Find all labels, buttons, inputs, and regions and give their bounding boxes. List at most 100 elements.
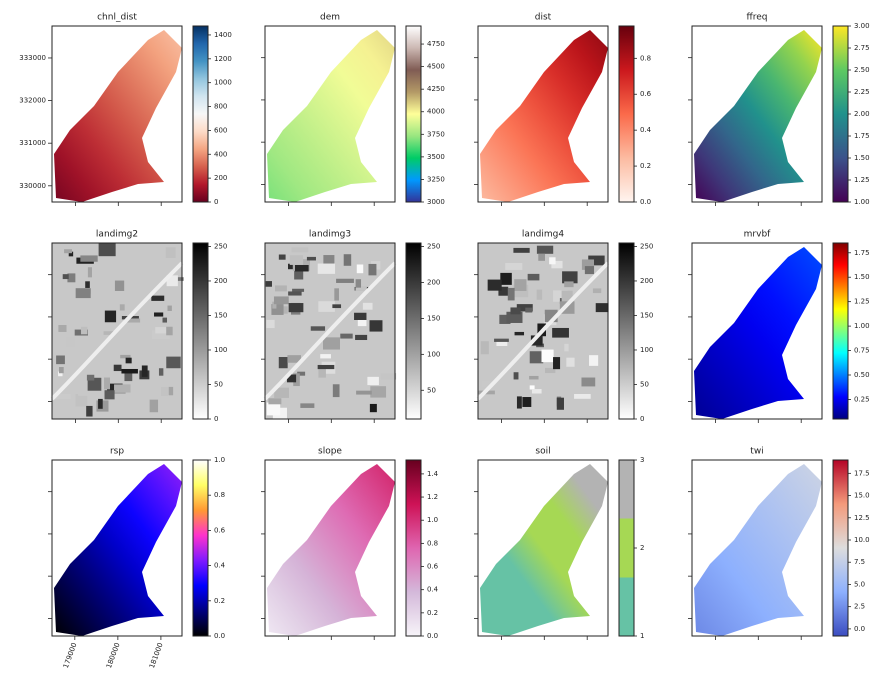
raster-patch	[544, 367, 556, 374]
colorbar-tick-label: 3	[640, 456, 644, 464]
raster-patch	[529, 375, 539, 380]
raster-patch	[481, 380, 493, 388]
raster-patch	[538, 253, 545, 261]
raster-patch	[65, 336, 75, 348]
colorbar-tick-label: 100	[214, 346, 227, 354]
colorbar-tick-label: 250	[427, 243, 440, 251]
colorbar-tick-label: 0	[214, 198, 218, 206]
colorbar-tick-label: 4750	[427, 40, 445, 48]
raster-patch	[75, 288, 91, 299]
raster-patch	[268, 398, 282, 405]
colorbar	[405, 25, 422, 203]
raster-patch	[513, 247, 530, 253]
raster-patch	[561, 290, 573, 303]
raster-patch	[556, 397, 564, 410]
colorbar	[832, 459, 849, 637]
colorbar-tick-label: 10.0	[854, 536, 870, 544]
raster-patch	[152, 330, 170, 339]
raster-patch	[278, 357, 288, 369]
raster-patch	[584, 266, 595, 275]
colorbar-tick-label: 100	[427, 350, 440, 358]
raster-patch	[589, 355, 599, 366]
raster	[694, 30, 822, 202]
colorbar-tick-label: 1.0	[214, 456, 225, 464]
raster-patch	[496, 339, 508, 347]
colorbar-tick-label: 2	[640, 544, 644, 552]
raster-patch	[549, 257, 556, 265]
colorbar-tick-label: 0.6	[214, 526, 226, 534]
raster-patch	[113, 364, 122, 372]
y-tick-label: 332000	[19, 97, 46, 105]
raster-patch	[380, 373, 397, 380]
raster-patch	[297, 371, 306, 376]
raster-patch	[154, 312, 164, 317]
raster	[54, 30, 182, 202]
colorbar-tick-label: 2.75	[854, 44, 870, 52]
raster-patch	[271, 304, 284, 315]
panel-frame	[51, 25, 183, 203]
colorbar	[192, 459, 209, 637]
panel-frame	[264, 242, 396, 420]
colorbar-tick-label: 1200	[214, 55, 232, 63]
panel-title: landimg4	[522, 230, 564, 240]
panel-title: landimg3	[309, 230, 351, 240]
raster-patch	[552, 327, 569, 338]
raster-patch	[595, 303, 609, 313]
raster-patch	[536, 289, 543, 300]
colorbar-tick-label: 0.4	[427, 586, 439, 594]
raster-patch	[114, 280, 125, 291]
raster-patch	[104, 310, 117, 323]
colorbar-tick-label: 4000	[427, 108, 445, 116]
colorbar-tick-label: 50	[640, 380, 649, 388]
raster-patch	[278, 254, 286, 260]
panel-frame	[264, 25, 396, 203]
colorbar-tick-label: 50	[214, 380, 223, 388]
raster-patch	[121, 368, 138, 374]
raster-patch	[52, 393, 71, 400]
panel-title: slope	[318, 447, 342, 457]
panel-title: chnl_dist	[97, 13, 137, 23]
colorbar	[618, 459, 635, 637]
panel-frame	[691, 242, 823, 420]
raster-patch	[340, 333, 353, 339]
raster-patch	[322, 337, 340, 350]
colorbar-tick-label: 0.0	[214, 632, 225, 640]
raster-patch	[513, 372, 519, 380]
raster-patch	[581, 259, 595, 270]
raster-patch	[114, 384, 131, 393]
colorbar-tick-label: 0.25	[854, 395, 870, 403]
raster	[54, 464, 182, 636]
panel-title: dist	[535, 13, 552, 23]
raster-patch	[158, 368, 164, 376]
colorbar	[618, 25, 635, 203]
colorbar-tick-label: 1.00	[854, 198, 870, 206]
raster-patch	[500, 272, 512, 285]
panel-title: soil	[535, 447, 550, 457]
colorbar-tick-label: 2.5	[854, 603, 865, 611]
river	[263, 261, 397, 401]
raster-patch	[124, 373, 133, 382]
raster-patch	[487, 279, 502, 291]
colorbar-tick-label: 1.00	[854, 322, 870, 330]
raster-patch	[87, 377, 102, 391]
colorbar-tick-label: 0.8	[640, 54, 651, 62]
raster-patch	[507, 287, 515, 301]
raster-patch	[516, 396, 522, 409]
raster-patch	[58, 367, 64, 374]
colorbar-tick-label: 150	[640, 311, 653, 319]
raster-patch	[75, 393, 88, 407]
raster-patch	[514, 279, 527, 291]
raster-patch	[98, 243, 116, 257]
raster	[267, 30, 395, 202]
colorbar-tick-label: 1.50	[854, 154, 870, 162]
panel-frame	[264, 459, 396, 637]
raster-patch	[265, 281, 272, 287]
colorbar-tick-label: 1.75	[854, 249, 870, 257]
colorbar-tick-label: 4500	[427, 63, 445, 71]
raster-patch	[86, 405, 93, 417]
raster-patch	[320, 354, 331, 359]
raster-patch	[480, 341, 489, 355]
raster-patch	[317, 364, 335, 370]
raster-patch	[355, 279, 362, 288]
colorbar-tick-label: 1.75	[854, 132, 870, 140]
